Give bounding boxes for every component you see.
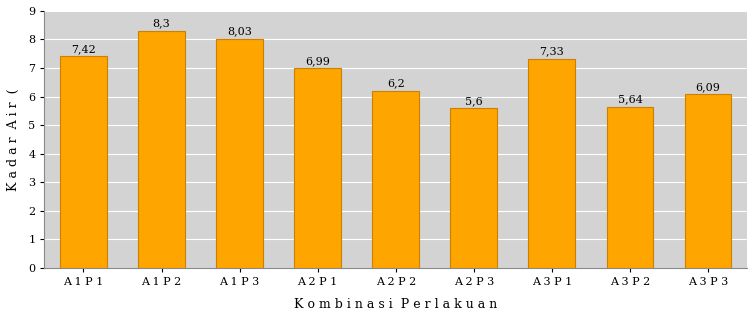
Bar <box>450 108 497 268</box>
Bar <box>529 59 575 268</box>
Text: 5,6: 5,6 <box>465 96 483 106</box>
Text: 6,2: 6,2 <box>387 79 405 89</box>
Bar <box>138 31 185 268</box>
Bar <box>372 91 419 268</box>
Text: 8,03: 8,03 <box>227 26 252 36</box>
Text: 8,3: 8,3 <box>152 19 170 29</box>
Bar <box>294 68 341 268</box>
Y-axis label: K a d a r  A i r  (: K a d a r A i r ( <box>7 88 20 191</box>
Text: 6,99: 6,99 <box>305 56 330 66</box>
Text: 7,33: 7,33 <box>540 46 564 56</box>
X-axis label: K o m b i n a s i  P e r l a k u a n: K o m b i n a s i P e r l a k u a n <box>294 298 498 311</box>
Bar <box>60 56 107 268</box>
Text: 7,42: 7,42 <box>71 44 96 54</box>
Bar <box>685 94 731 268</box>
Bar <box>216 39 263 268</box>
Text: 6,09: 6,09 <box>696 82 721 92</box>
Bar <box>606 107 654 268</box>
Text: 5,64: 5,64 <box>618 94 642 105</box>
